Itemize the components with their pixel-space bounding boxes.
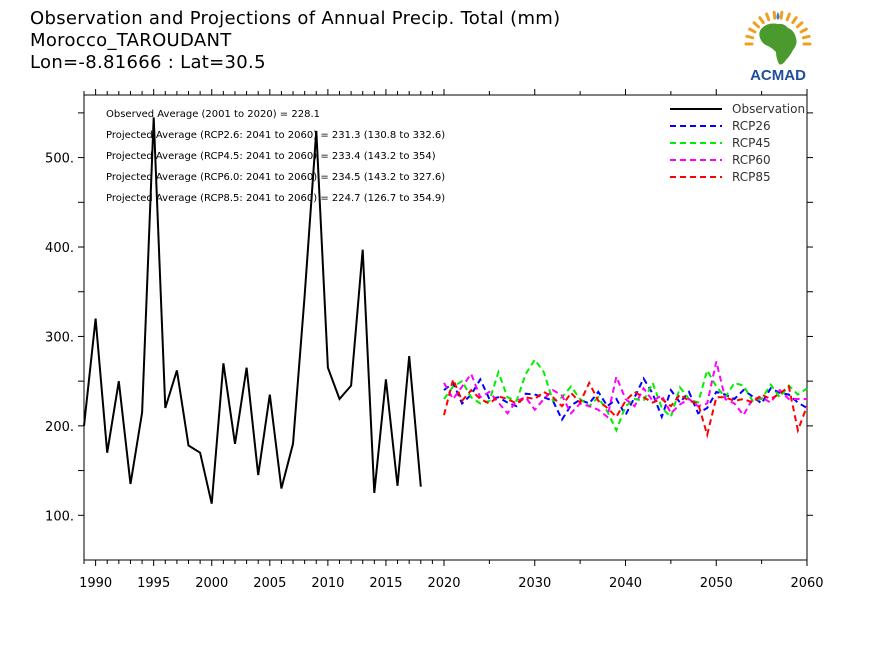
y-tick-label: 100. [45, 509, 74, 524]
x-tick-label: 2050 [700, 576, 733, 591]
sun-ray [779, 10, 784, 20]
series-line-observation [83, 117, 422, 504]
x-tick-label: 1995 [137, 576, 170, 591]
legend-label: RCP60 [732, 153, 771, 167]
y-tick-label: 500. [45, 152, 74, 167]
legend-label: RCP85 [732, 170, 771, 184]
title-line-2: Morocco_TAROUDANT [30, 30, 232, 51]
annotations: Observed Average (2001 to 2020) = 228.1 P… [106, 109, 445, 204]
x-tick-label: 1990 [79, 576, 112, 591]
x-tick-label: 2005 [253, 576, 286, 591]
y-tick-label: 400. [45, 241, 74, 256]
series-line-rcp60 [443, 361, 807, 419]
water-drop-icon [776, 12, 780, 20]
annotation-line: Projected Average (RCP2.6: 2041 to 2060)… [106, 130, 445, 141]
sun-ray [765, 12, 771, 22]
annotation-line: Projected Average (RCP6.0: 2041 to 2060)… [106, 172, 445, 183]
x-tick-label: 2015 [369, 576, 402, 591]
logo-text: ACMAD [750, 67, 806, 84]
title-line-1: Observation and Projections of Annual Pr… [30, 8, 561, 29]
legend-label: RCP45 [732, 136, 771, 150]
sun-ray [752, 21, 761, 29]
africa-sun-logo-icon [744, 10, 812, 65]
series-line-rcp26 [443, 376, 808, 422]
title-line-3: Lon=-8.81666 : Lat=30.5 [30, 52, 266, 73]
acmad-logo: ACMAD [744, 10, 812, 84]
y-tick-label: 300. [45, 330, 74, 345]
legend: Observation RCP26 RCP45 RCP60 RCP85 [670, 102, 805, 184]
sun-ray [758, 16, 765, 25]
x-tick-label: 2000 [195, 576, 228, 591]
series-line-rcp45 [443, 357, 808, 433]
annotation-line: Projected Average (RCP4.5: 2041 to 2060)… [106, 151, 436, 162]
x-tick-label: 2030 [518, 576, 551, 591]
sun-ray [801, 34, 811, 40]
sun-ray [745, 34, 755, 40]
annotation-line: Projected Average (RCP8.5: 2041 to 2060)… [106, 193, 445, 204]
axes: 100. 200. 300. 400. 500. 1990 1995 2000 2005 2010… [45, 89, 824, 591]
series-layer [83, 117, 808, 504]
legend-label: Observation [732, 102, 805, 116]
annotation-line: Observed Average (2001 to 2020) = 228.1 [106, 109, 320, 120]
x-tick-label: 2060 [790, 576, 823, 591]
series-line-rcp85 [443, 376, 808, 439]
x-tick-label: 2020 [427, 576, 460, 591]
chart-title: Observation and Projections of Annual Pr… [30, 8, 560, 74]
sun-ray [799, 27, 808, 34]
y-tick-label: 200. [45, 420, 74, 435]
plot-frame [83, 94, 808, 561]
sun-ray [748, 27, 757, 34]
sun-ray [772, 10, 777, 20]
x-tick-label: 2040 [609, 576, 642, 591]
sun-ray [795, 21, 804, 29]
sun-ray [785, 12, 791, 22]
sun-ray [791, 16, 798, 25]
legend-label: RCP26 [732, 119, 771, 133]
x-tick-label: 2010 [311, 576, 344, 591]
